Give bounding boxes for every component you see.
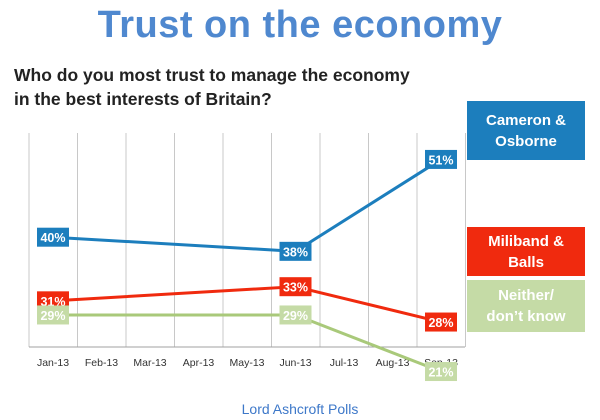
- legend-label-line2: Osborne: [495, 132, 557, 150]
- legend-neither: Neither/ don’t know: [467, 280, 585, 332]
- data-label: 38%: [283, 245, 308, 259]
- data-label: 33%: [283, 281, 308, 295]
- x-tick-label: Jan-13: [37, 357, 69, 369]
- legend-label-line2: don’t know: [486, 308, 566, 325]
- source-label: Lord Ashcroft Polls: [241, 401, 359, 417]
- legend-label-line1: Cameron &: [485, 111, 567, 129]
- data-label-box: [279, 241, 312, 261]
- x-tick-label: May-13: [229, 357, 264, 369]
- data-label-box: [279, 277, 312, 297]
- data-label-box: [37, 305, 69, 325]
- x-tick-label: Aug-13: [376, 357, 410, 369]
- data-label: 21%: [428, 366, 453, 380]
- x-tick-label: Jun-13: [279, 357, 311, 369]
- data-label-box: [425, 362, 457, 382]
- data-label-box: [37, 227, 69, 247]
- legend-label-line2: Balls: [508, 253, 544, 271]
- legend-label-line1: Miliband &: [488, 232, 564, 250]
- data-label: 51%: [428, 153, 453, 167]
- data-label-box: [279, 305, 312, 325]
- chart-title: Trust on the economy: [97, 4, 503, 46]
- data-label: 40%: [40, 231, 65, 245]
- legend-miliband-balls: Miliband & Balls: [467, 227, 585, 276]
- legend-label-line1: Neither/: [498, 287, 554, 304]
- data-label: 28%: [428, 316, 453, 330]
- chart-subtitle: Who do you most trust to manage the econ…: [14, 65, 410, 109]
- x-tick-label: Feb-13: [85, 357, 118, 369]
- data-label: 31%: [40, 295, 65, 309]
- series-line: [52, 158, 442, 253]
- series-line: [52, 285, 442, 324]
- data-label-box: [425, 149, 457, 169]
- data-label: 29%: [283, 309, 308, 323]
- x-tick-label: Apr-13: [183, 357, 215, 369]
- data-label: 29%: [40, 309, 65, 323]
- data-label-box: [425, 312, 457, 332]
- legend-cameron-osborne: Cameron & Osborne: [467, 101, 585, 160]
- x-tick-label: Mar-13: [133, 357, 166, 369]
- x-tick-label: Jul-13: [330, 357, 359, 369]
